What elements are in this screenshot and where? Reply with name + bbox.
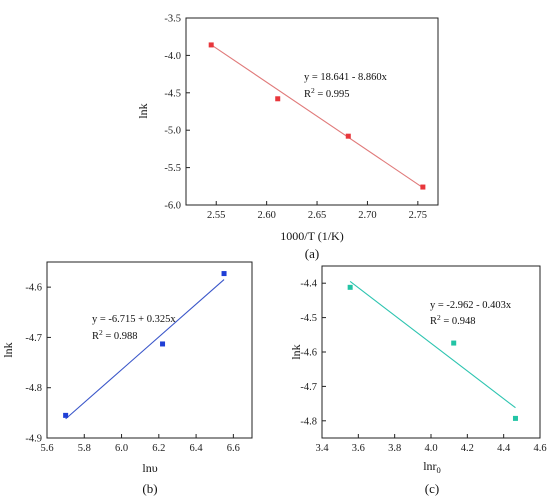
panel-caption: (c) bbox=[425, 481, 439, 496]
x-tick-label: 4.4 bbox=[497, 443, 511, 454]
data-point bbox=[512, 415, 518, 421]
data-point bbox=[275, 96, 281, 102]
y-tick-label: -4.4 bbox=[300, 279, 317, 290]
chart-a: 2.55 2.60 2.65 2.70 2.75 -6.0 -5.5 -5.0 -4.5 -4.0… bbox=[136, 14, 439, 261]
y-tick-label: -6.0 bbox=[164, 201, 181, 212]
x-tick-label: 6.4 bbox=[190, 443, 204, 454]
y-tick-label: -4.5 bbox=[164, 88, 181, 99]
data-point bbox=[345, 133, 351, 139]
x-tick-label: 2.55 bbox=[207, 210, 225, 221]
y-tick-label: -4.0 bbox=[164, 51, 181, 62]
x-tick-label: 5.8 bbox=[78, 443, 91, 454]
fit-line bbox=[65, 279, 225, 420]
y-tick-label: -4.6 bbox=[300, 348, 317, 359]
r-squared-label: R bbox=[304, 89, 311, 100]
fit-equation: y = 18.641 - 8.860x bbox=[304, 72, 388, 83]
chart-c: 3.4 3.6 3.8 4.0 4.2 4.4 4.6 -4.8 -4.7 -4.6 -4.5 -4.… bbox=[289, 265, 547, 496]
plot-frame bbox=[185, 17, 439, 206]
y-tick-label: -4.5 bbox=[300, 313, 317, 324]
data-point bbox=[63, 412, 69, 418]
r-squared: R2 = 0.995 bbox=[304, 86, 350, 100]
y-tick-label: -4.8 bbox=[25, 383, 42, 394]
x-tick-label: 6.6 bbox=[227, 443, 240, 454]
x-tick-label: 2.70 bbox=[358, 210, 376, 221]
x-tick-label: 6.0 bbox=[115, 443, 128, 454]
y-axis-label: lnk bbox=[1, 342, 15, 357]
data-point bbox=[221, 271, 227, 277]
x-tick-label: 5.6 bbox=[40, 443, 53, 454]
fit-line bbox=[349, 281, 516, 409]
x-tick-label: 2.65 bbox=[308, 210, 326, 221]
panel-caption: (b) bbox=[142, 481, 157, 496]
x-tick-label: 3.4 bbox=[315, 443, 329, 454]
y-axis-label: lnk bbox=[136, 103, 150, 118]
x-tick-label: 3.8 bbox=[388, 443, 401, 454]
y-tick-label: -5.5 bbox=[164, 163, 181, 174]
r-squared-value: = 0.988 bbox=[103, 331, 138, 342]
r-squared: R2 = 0.948 bbox=[430, 313, 476, 327]
y-tick-label: -4.6 bbox=[25, 283, 42, 294]
r-squared-label: R bbox=[430, 316, 437, 327]
y-tick-label: -4.8 bbox=[300, 416, 317, 427]
x-tick-label: 4.0 bbox=[424, 443, 437, 454]
y-tick-label: -3.5 bbox=[164, 14, 181, 25]
r-squared-label: R bbox=[92, 331, 99, 342]
plot-frame bbox=[46, 261, 253, 439]
x-tick-label: 2.60 bbox=[257, 210, 275, 221]
fit-equation: y = -6.715 + 0.325x bbox=[92, 314, 176, 325]
r-squared-value: = 0.995 bbox=[315, 89, 350, 100]
fit-line bbox=[210, 44, 424, 189]
x-axis-label-text: lnυ bbox=[142, 461, 157, 475]
data-point bbox=[420, 184, 426, 190]
r-squared: R2 = 0.988 bbox=[92, 328, 138, 342]
chart-b: 5.6 5.8 6.0 6.2 6.4 6.6 -4.9 -4.8 -4.7 -4.6 y = -6… bbox=[1, 261, 253, 496]
x-axis-label-text: lnr bbox=[423, 459, 436, 473]
y-tick-label: -4.7 bbox=[300, 382, 317, 393]
x-axis-label: 1000/T (1/K) bbox=[280, 229, 343, 243]
x-tick-label: 4.2 bbox=[461, 443, 474, 454]
plot-frame bbox=[321, 265, 541, 439]
x-axis-label-text: 1000/T (1/K) bbox=[280, 229, 343, 243]
data-point bbox=[347, 284, 353, 290]
r-squared-value: = 0.948 bbox=[441, 316, 476, 327]
x-tick-label: 6.2 bbox=[152, 443, 165, 454]
x-tick-label: 3.6 bbox=[352, 443, 365, 454]
x-tick-label: 4.6 bbox=[533, 443, 546, 454]
data-point bbox=[208, 42, 214, 48]
r-squared-superscript: 2 bbox=[311, 86, 315, 95]
y-tick-label: -4.9 bbox=[25, 434, 42, 445]
x-axis-label: lnr0 bbox=[423, 459, 441, 475]
r-squared-superscript: 2 bbox=[437, 313, 441, 322]
y-axis-label: lnk bbox=[289, 344, 303, 359]
fit-equation: y = -2.962 - 0.403x bbox=[430, 300, 512, 311]
y-tick-label: -4.7 bbox=[25, 333, 42, 344]
x-axis-label-subscript: 0 bbox=[437, 465, 441, 475]
panel-caption: (a) bbox=[305, 246, 319, 261]
data-point bbox=[451, 340, 457, 346]
data-point bbox=[160, 341, 166, 347]
r-squared-superscript: 2 bbox=[99, 328, 103, 337]
y-tick-label: -5.0 bbox=[164, 126, 181, 137]
x-axis-label: lnυ bbox=[142, 461, 157, 475]
x-tick-label: 2.75 bbox=[409, 210, 427, 221]
